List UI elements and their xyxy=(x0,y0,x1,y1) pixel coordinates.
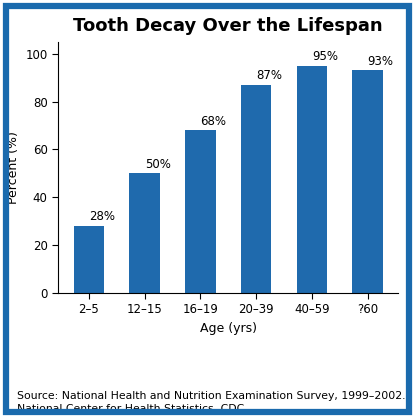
X-axis label: Age (yrs): Age (yrs) xyxy=(200,321,257,334)
Bar xyxy=(241,85,271,293)
Text: 87%: 87% xyxy=(256,69,282,82)
Bar xyxy=(185,130,216,293)
Title: Tooth Decay Over the Lifespan: Tooth Decay Over the Lifespan xyxy=(73,17,383,35)
Y-axis label: Percent (%): Percent (%) xyxy=(7,131,20,204)
Text: 50%: 50% xyxy=(145,158,171,171)
Text: 93%: 93% xyxy=(368,55,393,68)
Text: 28%: 28% xyxy=(89,210,115,223)
Bar xyxy=(297,66,327,293)
Text: 95%: 95% xyxy=(312,50,338,63)
Text: 68%: 68% xyxy=(200,115,226,128)
Bar xyxy=(73,226,104,293)
Bar xyxy=(352,71,383,293)
Text: Source: National Health and Nutrition Examination Survey, 1999–2002.
National Ce: Source: National Health and Nutrition Ex… xyxy=(17,390,405,414)
Bar xyxy=(129,173,160,293)
